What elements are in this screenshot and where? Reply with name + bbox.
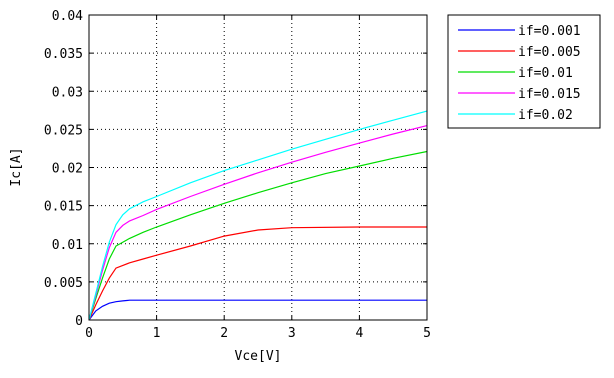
series-line-0 <box>88 299 427 321</box>
legend-label: if=0.015 <box>518 87 581 102</box>
series-line-3 <box>88 125 428 321</box>
y-tick-label: 0.035 <box>44 47 83 62</box>
series-line-2 <box>88 150 428 321</box>
y-tick-label: 0.025 <box>44 123 83 138</box>
x-tick-label: 5 <box>423 326 431 341</box>
y-tick-label: 0.03 <box>52 85 83 100</box>
y-tick-label: 0 <box>75 314 83 329</box>
grid <box>89 15 427 320</box>
series-line-4 <box>88 110 428 321</box>
y-tick-label: 0.02 <box>52 162 83 177</box>
y-tick-label: 0.005 <box>44 276 83 291</box>
legend-label: if=0.01 <box>518 66 573 81</box>
x-tick-label: 3 <box>288 326 296 341</box>
x-tick-label: 0 <box>85 326 93 341</box>
ticks: 0 1 2 3 4 5 0 0.005 0.01 0.015 0.02 0.025 0.03 0.035 0… <box>44 9 431 341</box>
legend: if=0.001 if=0.005 if=0.01 if=0.015 if=0.02 <box>447 14 601 129</box>
x-tick-label: 2 <box>220 326 228 341</box>
legend-label: if=0.005 <box>518 45 581 60</box>
y-tick-label: 0.015 <box>44 200 83 215</box>
y-tick-label: 0.04 <box>52 9 83 24</box>
y-tick-label: 0.01 <box>52 238 83 253</box>
legend-label: if=0.001 <box>518 24 581 39</box>
legend-label: if=0.02 <box>518 108 573 123</box>
x-axis-label: Vce[V] <box>235 349 282 364</box>
y-axis-label: Ic[A] <box>9 147 24 186</box>
x-tick-label: 4 <box>355 326 363 341</box>
series-line-1 <box>88 226 427 321</box>
x-tick-label: 1 <box>153 326 161 341</box>
series-lines <box>88 110 428 321</box>
